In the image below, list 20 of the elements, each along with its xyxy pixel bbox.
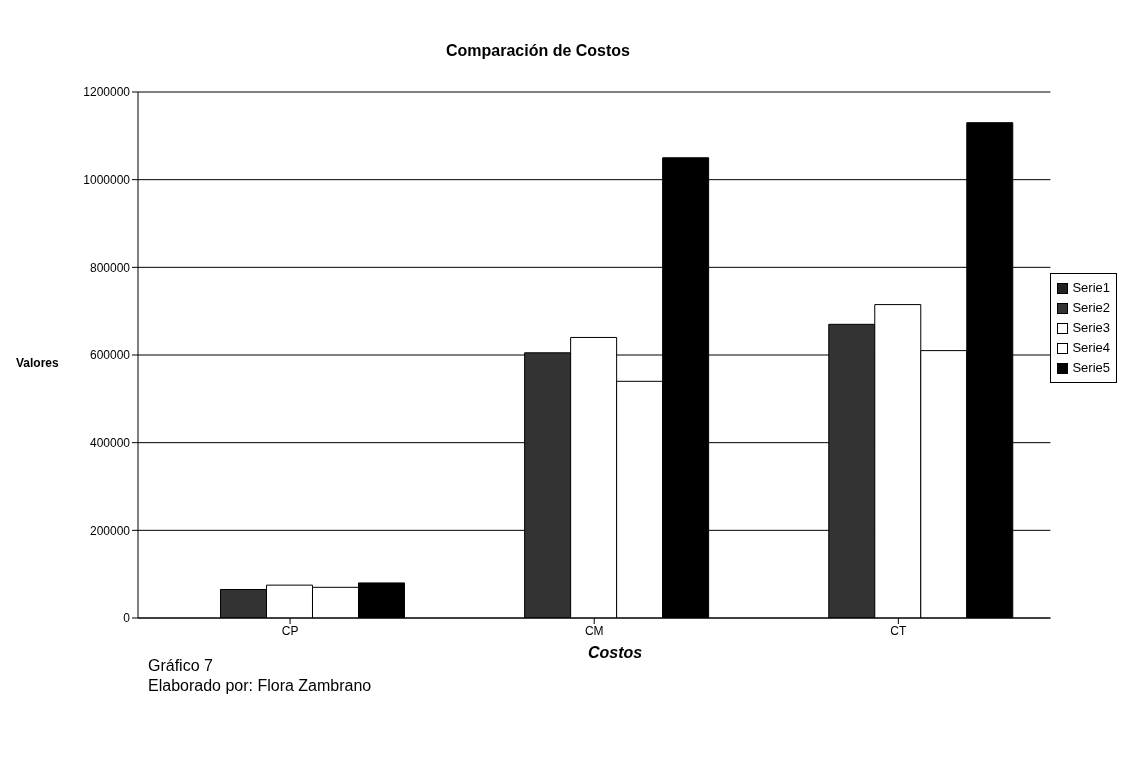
y-tick-label: 1200000 — [83, 85, 131, 100]
chart-title: Comparación de Costos — [445, 42, 631, 60]
legend-label: Serie5 — [1072, 359, 1110, 377]
y-tick-label: 800000 — [89, 260, 131, 275]
legend-label: Serie4 — [1072, 339, 1110, 357]
y-tick-label: 400000 — [89, 435, 131, 450]
y-tick-label: 0 — [123, 611, 131, 626]
x-tick-label: CM — [584, 623, 604, 638]
text: Elaborado por: Flora Zambrano — [148, 676, 372, 696]
y-tick-label: 600000 — [89, 348, 131, 363]
x-tick-label: CT — [890, 623, 908, 638]
text: Gráfico 7 — [148, 656, 214, 676]
x-axis-title: Costos — [588, 644, 643, 662]
y-tick-label: 1000000 — [83, 172, 131, 187]
y-axis-title: Valores — [16, 356, 59, 370]
y-tick-label: 200000 — [89, 523, 131, 538]
legend-label: Serie3 — [1072, 319, 1110, 337]
x-tick-label: CP — [281, 623, 299, 638]
legend-label: Serie2 — [1072, 299, 1110, 317]
legend-label: Serie1 — [1072, 279, 1110, 297]
